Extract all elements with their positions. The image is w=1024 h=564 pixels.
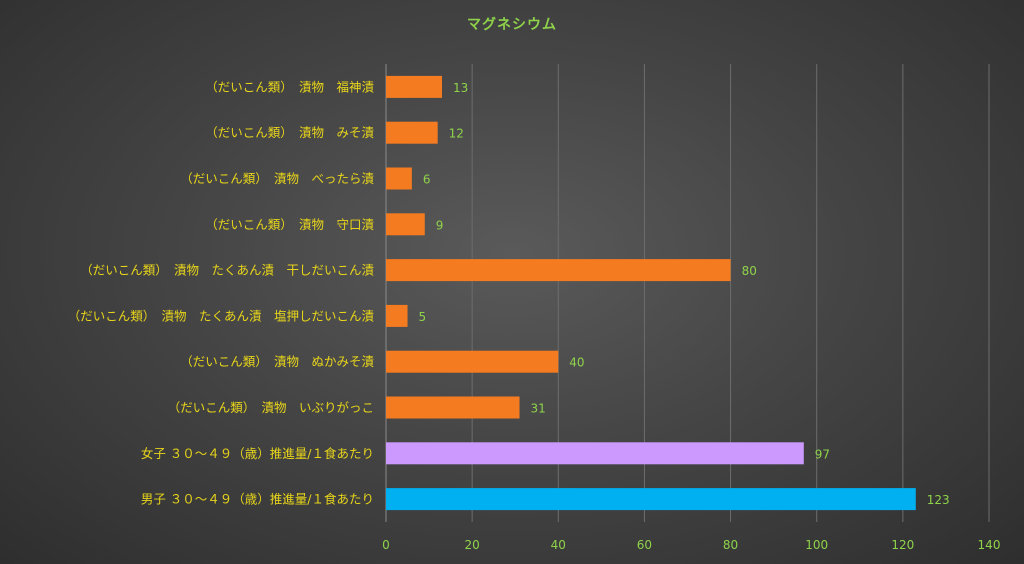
bar xyxy=(386,442,804,465)
category-label: （だいこん類） 漬物 いぶりがっこ xyxy=(168,400,374,415)
x-tick-label: 20 xyxy=(465,538,480,552)
data-label: 9 xyxy=(436,218,444,232)
data-label: 97 xyxy=(815,447,830,461)
category-label: （だいこん類） 漬物 守口漬 xyxy=(205,217,374,232)
data-label: 6 xyxy=(423,173,431,187)
category-label: （だいこん類） 漬物 べったら漬 xyxy=(180,171,374,186)
x-tick-label: 100 xyxy=(805,538,828,552)
chart-title: マグネシウム xyxy=(467,17,557,33)
x-tick-label: 80 xyxy=(723,538,738,552)
bar xyxy=(386,213,425,236)
category-label: 男子 ３０～４９（歳）推進量/１食あたり xyxy=(141,492,374,507)
category-label: （だいこん類） 漬物 ぬかみそ漬 xyxy=(180,354,374,369)
bar xyxy=(386,259,731,282)
x-tick-label: 60 xyxy=(637,538,652,552)
x-tick-label: 120 xyxy=(891,538,914,552)
x-tick-label: 40 xyxy=(551,538,566,552)
category-label: 女子 ３０～４９（歳）推進量/１食あたり xyxy=(141,446,374,461)
x-tick-label: 0 xyxy=(382,538,390,552)
category-label: （だいこん類） 漬物 福神漬 xyxy=(205,79,374,94)
bar xyxy=(386,121,438,144)
bar xyxy=(386,350,559,373)
bar xyxy=(386,75,442,98)
category-label: （だいこん類） 漬物 たくあん漬 干しだいこん漬 xyxy=(80,263,374,278)
category-label: （だいこん類） 漬物 たくあん漬 塩押しだいこん漬 xyxy=(68,308,375,323)
category-label: （だいこん類） 漬物 みそ漬 xyxy=(205,125,374,140)
x-tick-label: 140 xyxy=(978,538,1001,552)
data-label: 123 xyxy=(927,493,950,507)
data-label: 31 xyxy=(531,402,546,416)
data-label: 40 xyxy=(569,356,584,370)
data-label: 5 xyxy=(419,310,427,324)
data-label: 13 xyxy=(453,81,468,95)
bar xyxy=(386,304,408,327)
bar xyxy=(386,167,412,190)
bar xyxy=(386,396,520,419)
data-label: 12 xyxy=(449,127,464,141)
bar xyxy=(386,488,916,511)
data-label: 80 xyxy=(742,264,757,278)
